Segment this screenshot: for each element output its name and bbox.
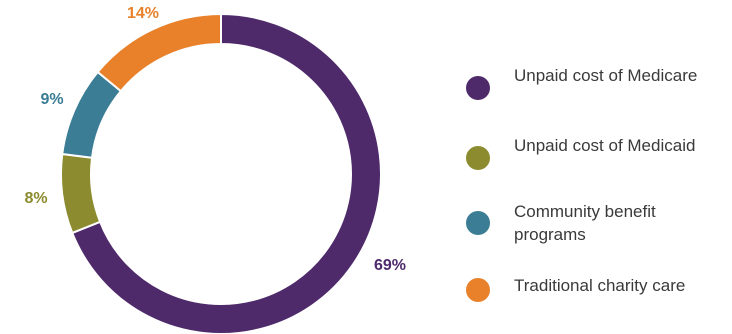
legend-label-charity-care: Traditional charity care [514,276,686,295]
legend-label-medicare: Unpaid cost of Medicare [514,66,698,85]
legend-label-community-benefit: Community benefit programs [514,202,656,244]
legend-swatch-medicaid [466,146,490,170]
legend-label-medicaid: Unpaid cost of Medicaid [514,136,696,155]
slice-medicare [70,12,382,334]
data-label-community-benefit: 9% [40,91,63,108]
legend-swatch-community-benefit [466,211,490,235]
legend-swatch-medicare [466,76,490,100]
data-label-medicaid: 8% [24,190,47,207]
slice-medicaid [60,152,102,235]
data-label-charity-care: 14% [127,5,159,22]
slice-charity-care [96,12,222,93]
data-label-medicare: 69% [374,257,406,274]
legend-swatch-charity-care [466,278,490,302]
